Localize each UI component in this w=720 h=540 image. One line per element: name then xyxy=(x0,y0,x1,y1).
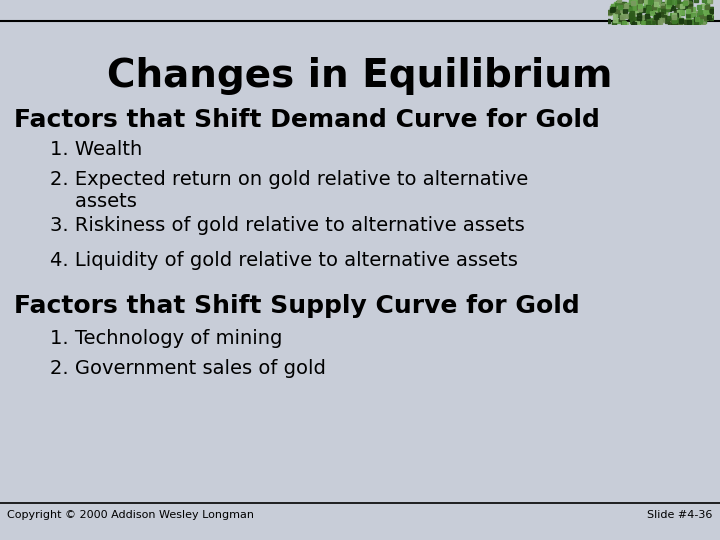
Text: Copyright © 2000 Addison Wesley Longman: Copyright © 2000 Addison Wesley Longman xyxy=(7,510,254,521)
Text: Factors that Shift Demand Curve for Gold: Factors that Shift Demand Curve for Gold xyxy=(14,108,600,132)
Text: 2. Government sales of gold: 2. Government sales of gold xyxy=(50,359,326,378)
Text: 2. Expected return on gold relative to alternative
    assets: 2. Expected return on gold relative to a… xyxy=(50,170,528,211)
Text: 1. Wealth: 1. Wealth xyxy=(50,140,143,159)
Text: 4. Liquidity of gold relative to alternative assets: 4. Liquidity of gold relative to alterna… xyxy=(50,251,518,270)
Text: Slide #4-36: Slide #4-36 xyxy=(647,510,713,521)
Text: 3. Riskiness of gold relative to alternative assets: 3. Riskiness of gold relative to alterna… xyxy=(50,216,525,235)
Text: Changes in Equilibrium: Changes in Equilibrium xyxy=(107,57,613,94)
Text: Factors that Shift Supply Curve for Gold: Factors that Shift Supply Curve for Gold xyxy=(14,294,580,318)
Text: 1. Technology of mining: 1. Technology of mining xyxy=(50,329,283,348)
